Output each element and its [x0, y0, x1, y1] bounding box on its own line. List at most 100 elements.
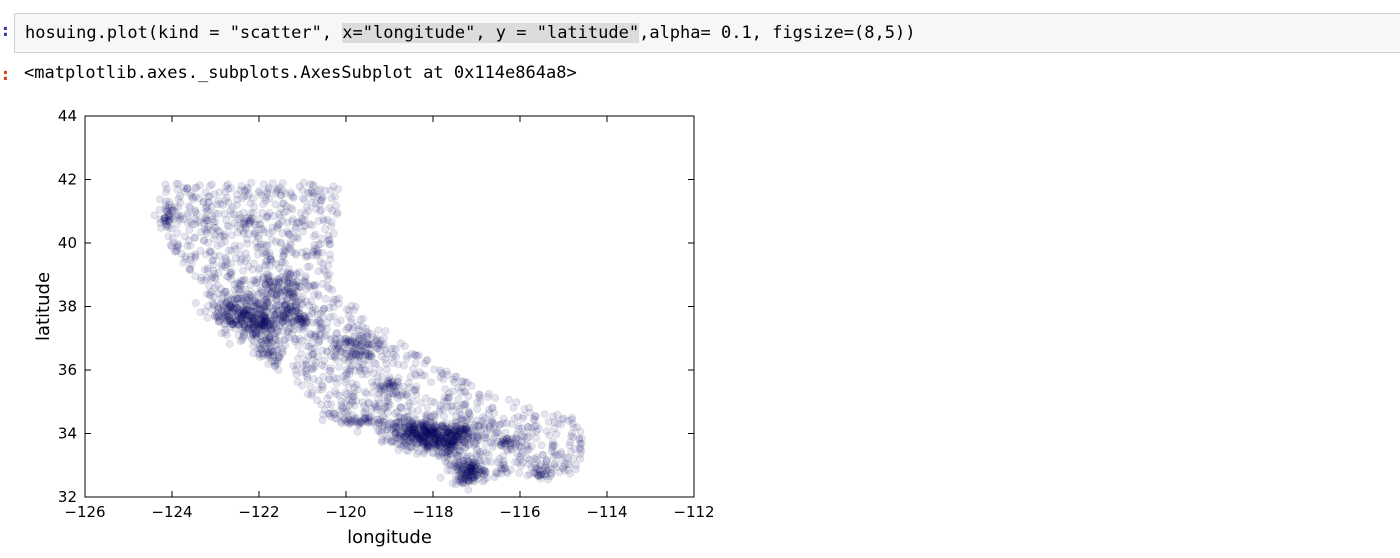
scatter-point — [200, 224, 209, 233]
scatter-point — [457, 442, 466, 451]
scatter-point — [271, 200, 280, 209]
scatter-point — [473, 436, 482, 445]
scatter-point — [298, 325, 307, 334]
scatter-point — [307, 198, 316, 207]
scatter-point — [513, 449, 522, 458]
scatter-point — [502, 467, 511, 476]
scatter-point — [446, 449, 455, 458]
scatter-point — [570, 444, 579, 453]
scatter-point — [278, 229, 287, 238]
scatter-point — [500, 460, 509, 469]
scatter-point — [326, 335, 335, 344]
scatter-point — [218, 232, 227, 241]
scatter-point — [392, 424, 401, 433]
scatter-point — [375, 399, 384, 408]
scatter-point — [405, 399, 414, 408]
scatter-point — [294, 341, 303, 350]
scatter-point — [190, 233, 199, 242]
scatter-point — [194, 194, 203, 203]
scatter-point — [231, 324, 240, 333]
scatter-point — [364, 399, 373, 408]
scatter-point — [351, 350, 360, 359]
scatter-point — [527, 441, 536, 450]
scatter-point — [204, 222, 213, 231]
scatter-point — [197, 228, 206, 237]
scatter-point — [208, 256, 217, 265]
scatter-point — [381, 397, 390, 406]
scatter-point — [298, 194, 307, 203]
scatter-point — [349, 322, 358, 331]
scatter-point — [289, 233, 298, 242]
scatter-point — [462, 417, 471, 426]
scatter-point — [575, 444, 584, 453]
scatter-point — [288, 205, 297, 214]
scatter-point — [282, 207, 291, 216]
scatter-point — [501, 464, 510, 473]
scatter-point — [553, 410, 562, 419]
scatter-point — [413, 428, 422, 437]
scatter-point — [526, 408, 535, 417]
scatter-point — [383, 425, 392, 434]
scatter-point — [517, 461, 526, 470]
scatter-point — [490, 409, 499, 418]
scatter-point — [249, 259, 258, 268]
scatter-point — [310, 344, 319, 353]
scatter-point — [480, 469, 489, 478]
scatter-point — [191, 220, 200, 229]
scatter-point — [274, 263, 283, 272]
scatter-point — [328, 408, 337, 417]
scatter-point — [294, 297, 303, 306]
code-line[interactable]: hosuing.plot(kind = "scatter", x="longit… — [25, 22, 915, 44]
scatter-point — [227, 275, 236, 284]
scatter-point — [240, 320, 249, 329]
scatter-point — [473, 398, 482, 407]
scatter-point — [201, 250, 210, 259]
scatter-point — [372, 336, 381, 345]
scatter-point — [249, 276, 258, 285]
scatter-point — [207, 287, 216, 296]
scatter-point — [306, 180, 315, 189]
scatter-point — [274, 365, 283, 374]
scatter-point — [274, 307, 283, 316]
scatter-point — [282, 242, 291, 251]
scatter-point — [238, 333, 247, 342]
scatter-point — [214, 302, 223, 311]
scatter-point — [317, 360, 326, 369]
scatter-point — [254, 242, 263, 251]
scatter-point — [272, 185, 281, 194]
scatter-point — [373, 378, 382, 387]
scatter-point — [496, 464, 505, 473]
scatter-point — [332, 201, 341, 210]
scatter-point — [163, 205, 172, 214]
scatter-point — [213, 312, 222, 321]
scatter-point — [262, 248, 271, 257]
scatter-point — [193, 216, 202, 225]
scatter-point — [335, 391, 344, 400]
scatter-point — [235, 299, 244, 308]
scatter-point — [497, 465, 506, 474]
scatter-point — [378, 420, 387, 429]
scatter-point — [241, 224, 250, 233]
scatter-point — [439, 375, 448, 384]
scatter-point — [234, 320, 243, 329]
scatter-point — [226, 323, 235, 332]
scatter-point — [202, 215, 211, 224]
scatter-point — [373, 344, 382, 353]
scatter-point — [462, 454, 471, 463]
scatter-point — [220, 209, 229, 218]
code-cell[interactable]: hosuing.plot(kind = "scatter", x="longit… — [14, 13, 1400, 53]
scatter-point — [264, 359, 273, 368]
scatter-point — [539, 451, 548, 460]
scatter-point — [218, 200, 227, 209]
scatter-point — [208, 256, 217, 265]
scatter-point — [403, 351, 412, 360]
scatter-point — [495, 420, 504, 429]
scatter-point — [494, 469, 503, 478]
scatter-point — [216, 199, 225, 208]
scatter-point — [335, 407, 344, 416]
scatter-point — [531, 412, 540, 421]
scatter-point — [359, 402, 368, 411]
scatter-point — [446, 459, 455, 468]
scatter-point — [430, 398, 439, 407]
scatter-point — [323, 394, 332, 403]
